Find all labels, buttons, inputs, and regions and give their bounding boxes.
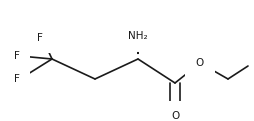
Text: F: F — [14, 51, 20, 61]
Text: O: O — [171, 111, 179, 121]
Text: NH₂: NH₂ — [128, 31, 148, 41]
Text: O: O — [196, 58, 204, 68]
Text: F: F — [37, 33, 43, 43]
Text: F: F — [14, 74, 20, 84]
